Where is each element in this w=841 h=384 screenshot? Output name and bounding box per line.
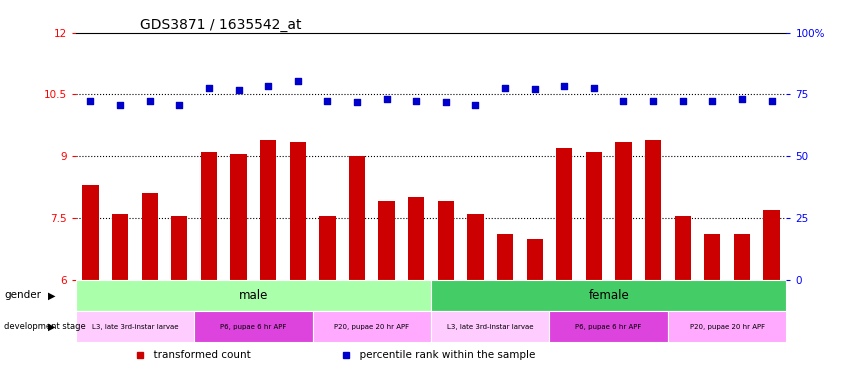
Point	[232, 87, 246, 93]
Point	[735, 96, 748, 102]
Bar	[585, 152, 602, 280]
Point	[380, 96, 394, 102]
Bar	[172, 216, 188, 280]
Point	[114, 102, 127, 108]
Text: P6, pupae 6 hr APF: P6, pupae 6 hr APF	[220, 324, 287, 329]
Text: development stage: development stage	[4, 322, 86, 331]
Bar	[764, 210, 780, 280]
Text: GDS3871 / 1635542_at: GDS3871 / 1635542_at	[140, 18, 301, 31]
Point	[676, 98, 690, 104]
Point	[410, 98, 423, 104]
Bar	[431, 280, 786, 311]
Bar	[141, 193, 158, 280]
Bar	[674, 216, 690, 280]
Point	[202, 85, 215, 91]
Text: male: male	[239, 289, 268, 302]
Bar	[230, 154, 246, 280]
Text: P20, pupae 20 hr APF: P20, pupae 20 hr APF	[334, 324, 410, 329]
Point	[499, 85, 512, 91]
Bar	[112, 214, 128, 280]
Point	[262, 83, 275, 89]
Bar	[76, 311, 194, 342]
Text: transformed count: transformed count	[146, 351, 251, 361]
Point	[439, 99, 452, 105]
Point	[528, 86, 542, 93]
Bar	[76, 280, 431, 311]
Point	[587, 85, 600, 91]
Bar	[320, 216, 336, 280]
Bar	[82, 185, 98, 280]
Text: gender: gender	[4, 290, 41, 300]
Bar	[526, 238, 542, 280]
Point	[706, 98, 719, 104]
Text: ▶: ▶	[49, 290, 56, 300]
Point	[616, 98, 630, 104]
Point	[172, 102, 186, 108]
Point	[291, 78, 304, 84]
Bar	[645, 140, 661, 280]
Point	[764, 98, 778, 104]
Point	[320, 98, 334, 104]
Bar	[260, 140, 277, 280]
Text: L3, late 3rd-instar larvae: L3, late 3rd-instar larvae	[447, 324, 533, 329]
Bar	[734, 234, 750, 280]
Bar	[668, 311, 786, 342]
Text: ▶: ▶	[49, 322, 56, 332]
Bar	[201, 152, 217, 280]
Point	[468, 102, 482, 108]
Bar	[349, 156, 365, 280]
Point	[143, 98, 156, 104]
Bar	[431, 311, 549, 342]
Text: percentile rank within the sample: percentile rank within the sample	[353, 351, 535, 361]
Text: female: female	[589, 289, 629, 302]
Bar	[437, 202, 454, 280]
Bar	[408, 197, 425, 280]
Text: L3, late 3rd-instar larvae: L3, late 3rd-instar larvae	[92, 324, 178, 329]
Point	[647, 98, 660, 104]
Bar	[289, 142, 306, 280]
Bar	[549, 311, 668, 342]
Bar	[468, 214, 484, 280]
Text: P6, pupae 6 hr APF: P6, pupae 6 hr APF	[575, 324, 642, 329]
Point	[558, 83, 571, 89]
Bar	[313, 311, 431, 342]
Bar	[704, 234, 721, 280]
Point	[350, 99, 363, 105]
Bar	[556, 148, 573, 280]
Bar	[378, 202, 394, 280]
Bar	[194, 311, 313, 342]
Bar	[497, 234, 513, 280]
Point	[84, 98, 98, 104]
Text: P20, pupae 20 hr APF: P20, pupae 20 hr APF	[690, 324, 764, 329]
Bar	[616, 142, 632, 280]
